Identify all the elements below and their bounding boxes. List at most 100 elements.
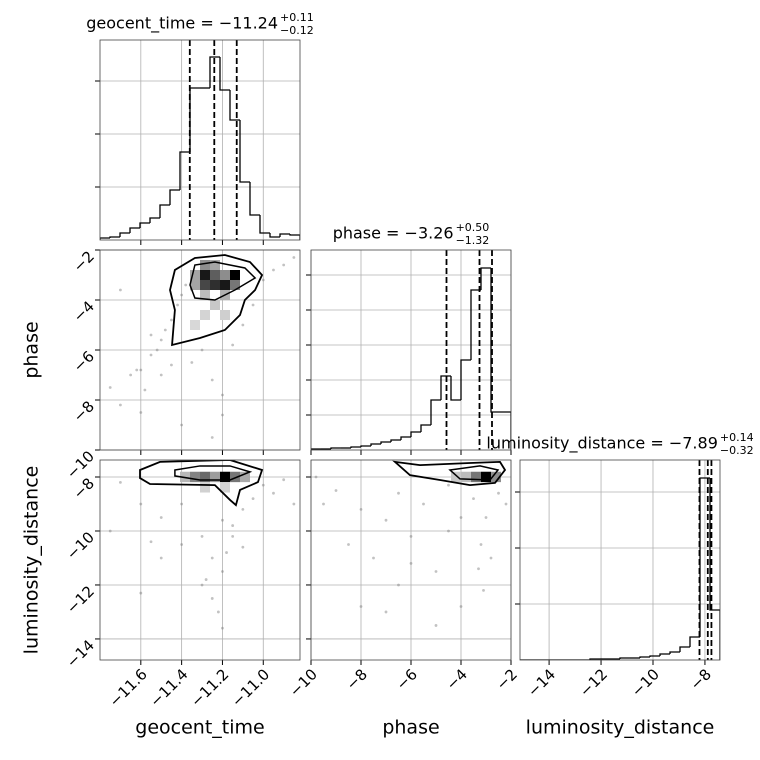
sample-point — [190, 361, 194, 364]
hist-bin — [490, 268, 501, 413]
sample-point — [384, 518, 388, 522]
sample-point — [397, 491, 400, 495]
density-cell — [200, 471, 210, 483]
sample-point — [221, 518, 224, 522]
y-tick-label: −4 — [70, 297, 98, 325]
x-tick-label: −12 — [576, 665, 611, 700]
density-cell — [491, 471, 501, 483]
title-upper-error: +0.14 — [720, 431, 754, 444]
sample-point — [482, 588, 485, 592]
sample-point — [149, 333, 153, 337]
hist-bin — [109, 236, 120, 238]
density-cell — [190, 270, 200, 280]
x-tick-label: −11.6 — [106, 665, 151, 710]
sample-point — [180, 502, 184, 506]
x-tick-label: −2 — [493, 665, 521, 693]
sample-point — [477, 567, 480, 571]
sample-point — [231, 534, 235, 538]
sample-point — [180, 293, 184, 297]
hist-bin — [330, 447, 341, 449]
density-cell — [220, 280, 230, 290]
title-lower-error: −0.32 — [720, 444, 754, 457]
sample-point — [489, 556, 493, 560]
density-cell — [190, 280, 200, 290]
sample-point — [282, 478, 286, 482]
sample-point — [261, 483, 265, 487]
x-tick-label: −11.4 — [146, 665, 191, 710]
hist-bin — [189, 87, 200, 152]
sample-point — [447, 483, 450, 487]
frame — [310, 249, 512, 451]
hist-bin — [229, 90, 240, 121]
x-tick-label: −10 — [286, 665, 321, 700]
sample-point — [497, 491, 500, 495]
sample-point — [241, 323, 245, 327]
sample-point — [149, 540, 153, 544]
plot-area — [100, 40, 300, 240]
sample-point — [139, 591, 143, 595]
sample-point — [447, 529, 450, 533]
sample-point — [108, 386, 112, 389]
x-tick-label: −8 — [343, 665, 371, 693]
sample-point — [347, 543, 350, 546]
hist-bin — [259, 215, 270, 234]
density-cell — [471, 471, 481, 483]
sample-point — [472, 497, 475, 500]
sample-point — [359, 605, 363, 608]
sample-point — [282, 263, 286, 267]
title-lower-error: −1.32 — [456, 234, 490, 247]
density-cell — [190, 471, 200, 483]
sample-point — [143, 388, 147, 392]
sample-point — [241, 507, 245, 511]
sample-point — [434, 570, 438, 573]
panel-title: geocent_time = −11.24 — [86, 14, 278, 34]
hist-bin — [139, 222, 150, 228]
sample-point — [225, 551, 228, 554]
y-tick-label: −10 — [63, 447, 98, 482]
sample-point — [180, 423, 184, 427]
hist-bin — [709, 478, 720, 660]
hist-bin — [689, 636, 700, 647]
hist-bin — [659, 653, 670, 656]
plot-area — [108, 254, 296, 439]
density-cell — [210, 260, 220, 270]
x-tick-label: −11.2 — [187, 665, 232, 710]
frame — [519, 459, 721, 661]
sample-point — [479, 543, 483, 546]
hist-bin — [100, 237, 110, 240]
density-cell — [481, 471, 491, 483]
y-axis-label: phase — [21, 321, 43, 378]
hist-bin — [149, 217, 160, 223]
sample-point — [159, 556, 163, 560]
sample-point — [119, 288, 122, 292]
sample-point — [210, 597, 214, 600]
y-tick-label: −10 — [63, 528, 98, 563]
contour — [189, 261, 257, 301]
hist-bin — [350, 446, 361, 448]
density-cell — [210, 280, 220, 290]
sample-point — [372, 556, 375, 560]
hist-bin — [169, 189, 180, 205]
sample-point — [200, 348, 204, 352]
sample-point — [251, 497, 255, 500]
sample-point — [409, 561, 413, 565]
sample-point — [292, 502, 296, 506]
plot-area — [108, 460, 296, 630]
sample-point — [231, 343, 235, 347]
sample-point — [221, 626, 224, 630]
y-axis-label: luminosity_distance — [21, 466, 43, 655]
plot-area — [311, 250, 511, 450]
hist-bin — [440, 375, 451, 400]
x-tick-label: −14 — [524, 665, 559, 700]
sample-point — [459, 516, 463, 519]
hist-bin — [380, 441, 391, 444]
hist-bin — [219, 57, 230, 91]
density-cell — [200, 280, 210, 290]
sample-point — [216, 610, 220, 614]
hist-bin — [129, 227, 140, 233]
hist-bin — [501, 411, 511, 450]
density-cell — [230, 280, 240, 290]
sample-point — [108, 529, 112, 533]
plot-area — [520, 460, 720, 660]
sample-point — [314, 475, 318, 479]
